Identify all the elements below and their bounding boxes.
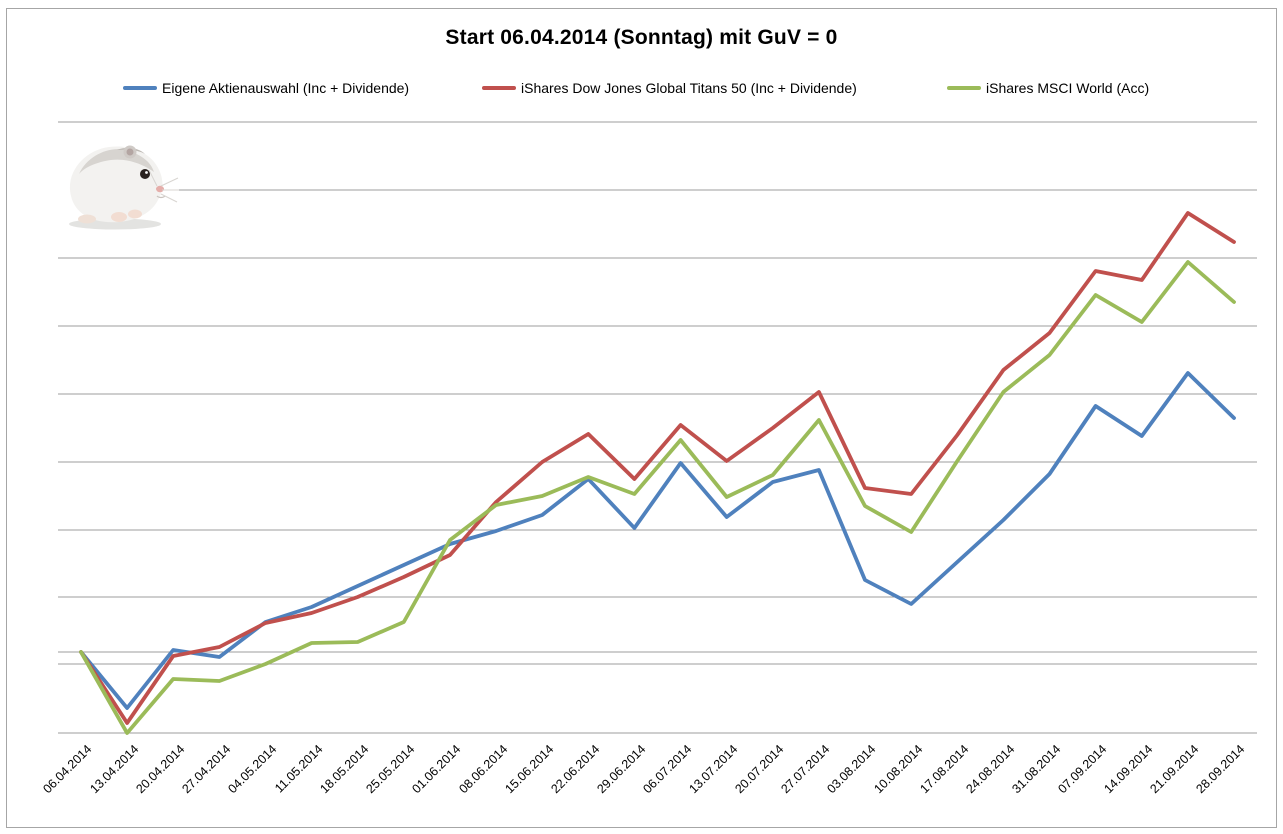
legend-label: iShares MSCI World (Acc) — [986, 80, 1150, 96]
series-line-red — [79, 211, 1236, 725]
red-line-marker-icon — [482, 86, 516, 90]
chart-title: Start 06.04.2014 (Sonntag) mit GuV = 0 — [445, 26, 838, 49]
blue-line-marker-icon — [123, 86, 157, 90]
chart-border — [6, 8, 1277, 828]
series-line-blue — [79, 371, 1236, 710]
series-line-green — [79, 260, 1236, 735]
green-line-marker-icon — [947, 86, 981, 90]
legend-item-dj-global-titans: iShares Dow Jones Global Titans 50 (Inc … — [482, 78, 857, 98]
hamster-icon — [69, 145, 179, 230]
hamster-image — [57, 134, 179, 232]
legend-label: iShares Dow Jones Global Titans 50 (Inc … — [521, 80, 857, 96]
legend: Eigene Aktienauswahl (Inc + Dividende) i… — [0, 78, 1283, 98]
legend-item-own-stocks: Eigene Aktienauswahl (Inc + Dividende) — [123, 78, 409, 98]
legend-item-msci-world: iShares MSCI World (Acc) — [947, 78, 1149, 98]
legend-label: Eigene Aktienauswahl (Inc + Dividende) — [162, 80, 410, 96]
